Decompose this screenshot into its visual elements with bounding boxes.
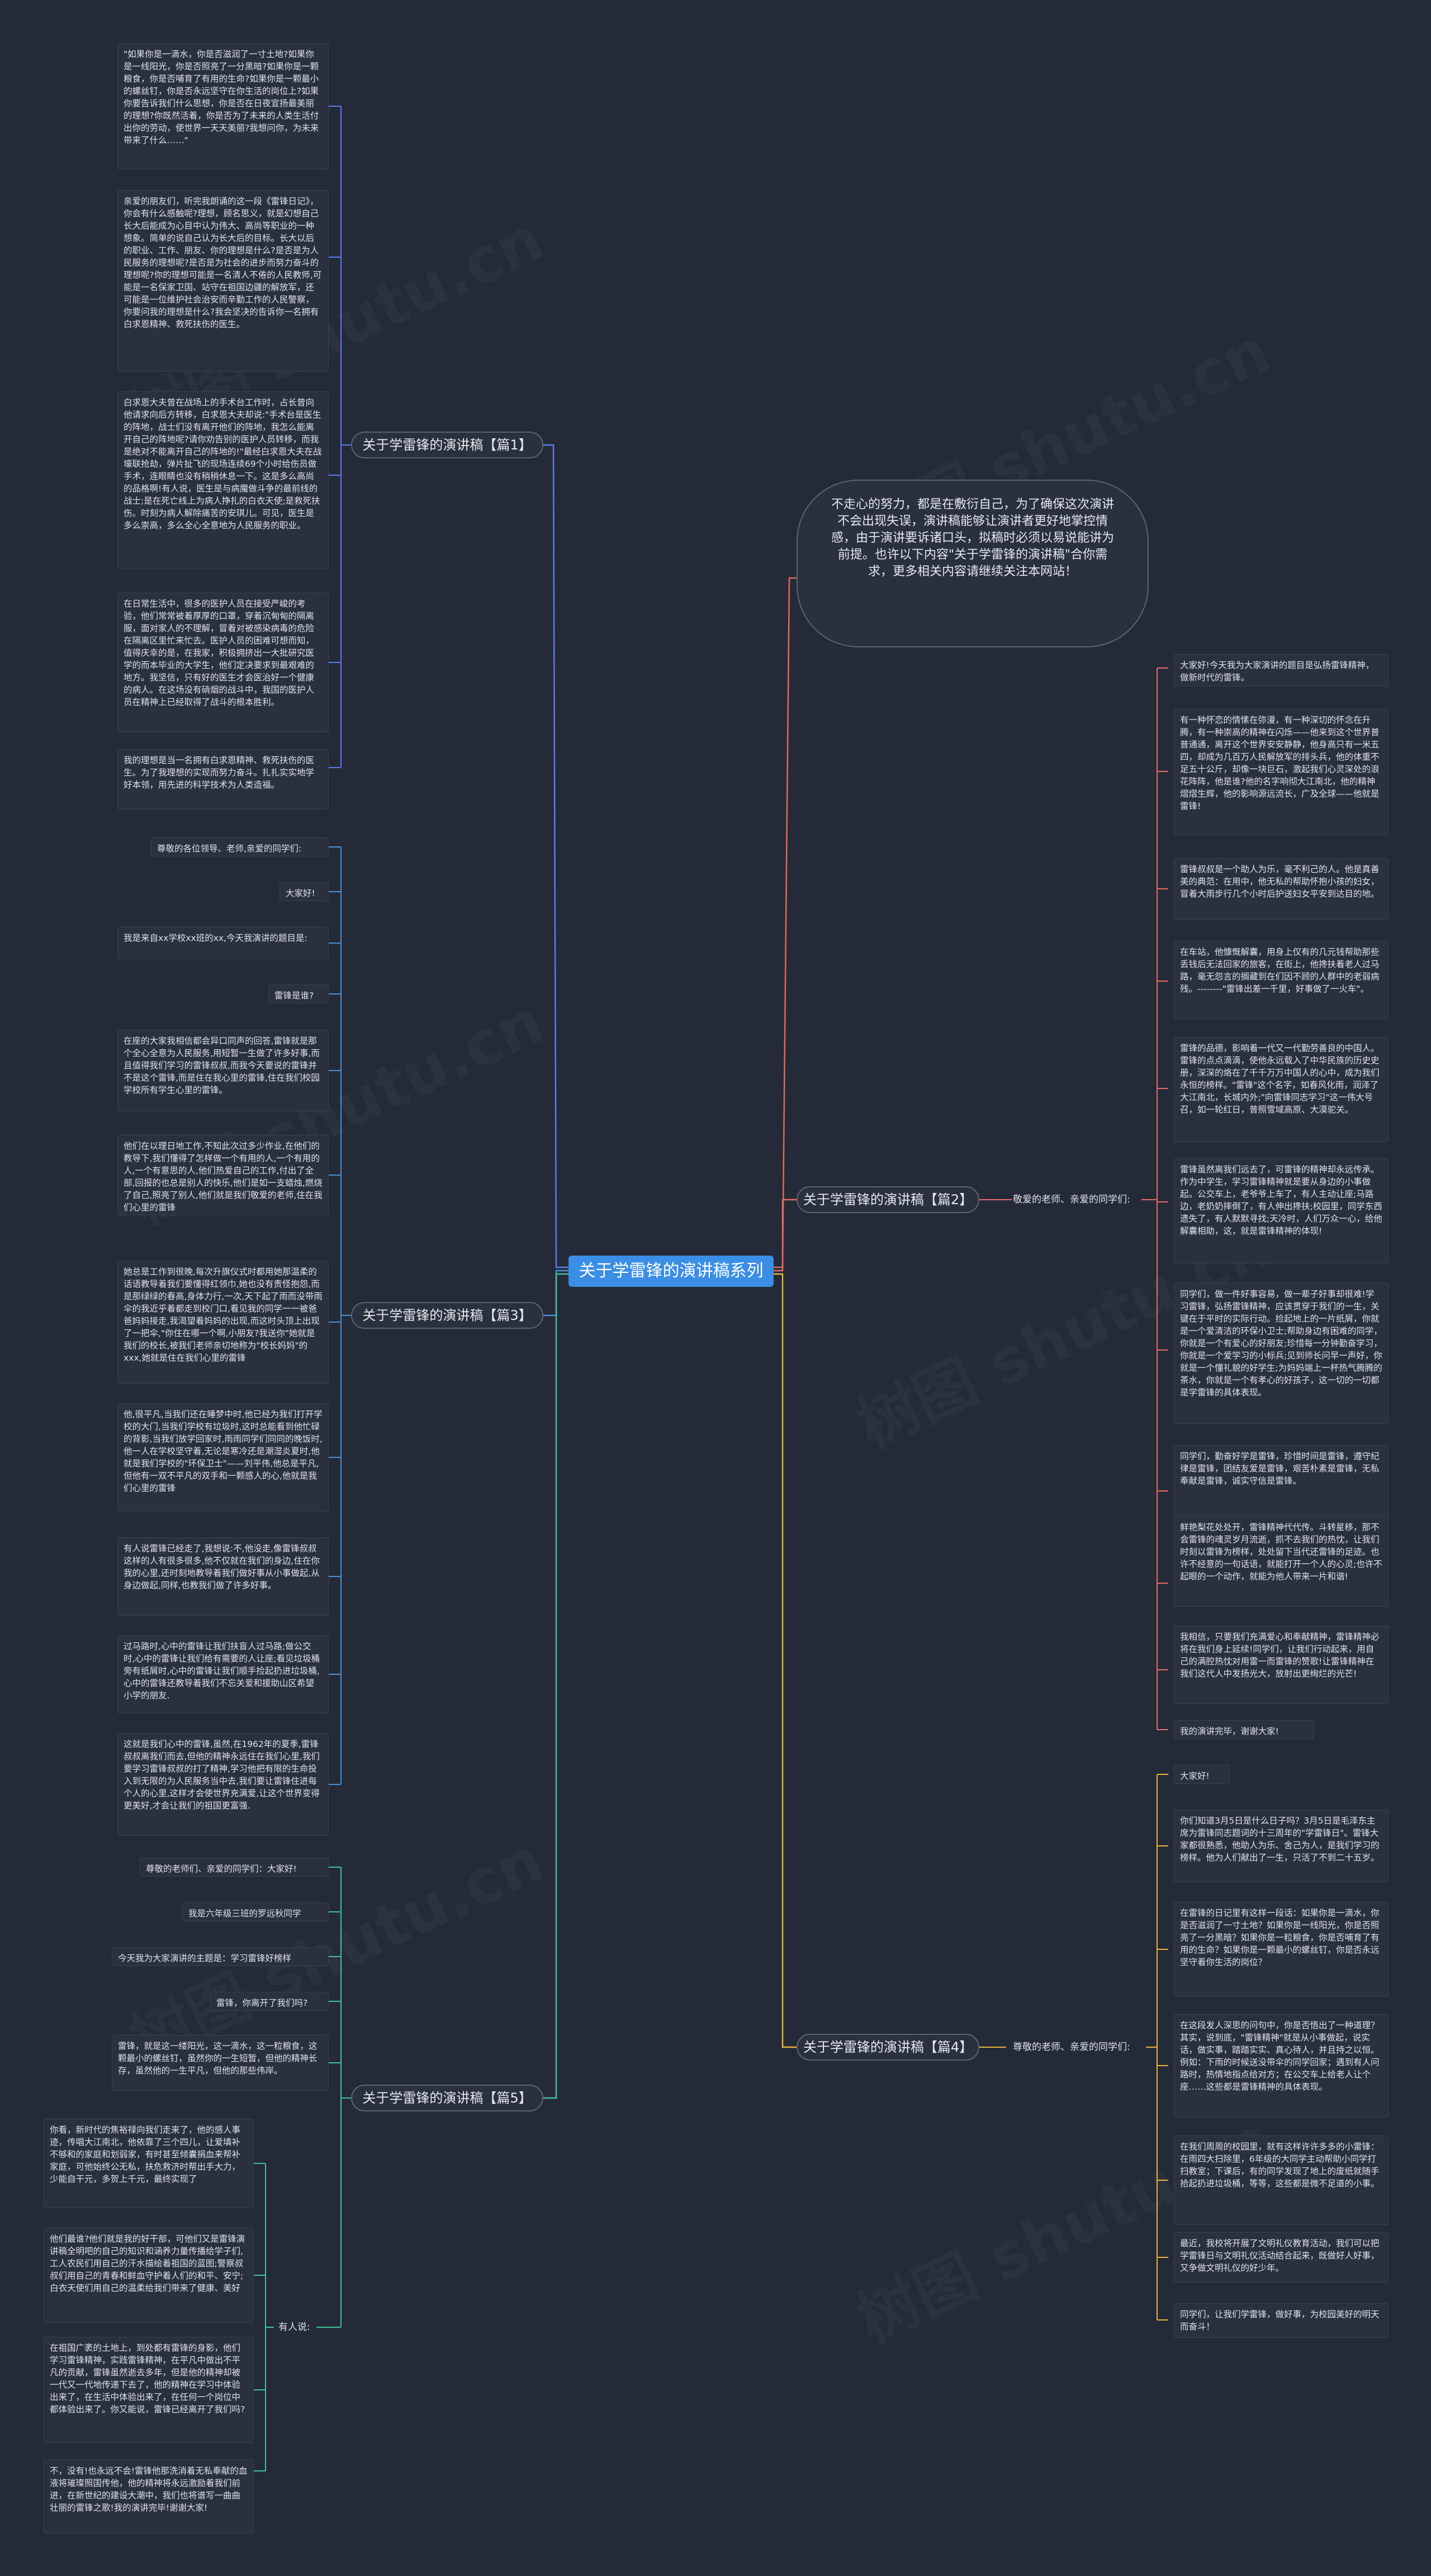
p2-note[interactable]: 雷锋叔叔是一个助人为乐，毫不利己的人。他是真善美的典范：在用中，他无私的帮助怀抱… xyxy=(1174,858,1389,920)
p2-sub-label[interactable]: 敬爱的老师、亲爱的同学们: xyxy=(1013,1194,1130,1205)
p2-note[interactable]: 鲜艳梨花处处开，雷锋精神代代传。斗转星移，那不会雷锋的魂灵岁月流逝，抓不去我们的… xyxy=(1174,1516,1389,1607)
p5-sub-label[interactable]: 有人说: xyxy=(278,2322,310,2333)
branch-p2[interactable]: 关于学雷锋的演讲稿【篇2】 xyxy=(797,1186,979,1213)
branch-p5[interactable]: 关于学雷锋的演讲稿【篇5】 xyxy=(351,2085,543,2111)
p5-note[interactable]: 雷锋，就是这一缕阳光，这一滴水，这一粒粮食，这颗最小的螺丝钉，虽然你的一生短暂，… xyxy=(112,2035,329,2091)
p1-note[interactable]: 在日常生活中，很多的医护人员在接受严峻的考验，他们常常被着厚厚的口罩，穿着沉甸甸… xyxy=(117,593,329,732)
p3-note[interactable]: 雷锋是谁? xyxy=(268,984,329,1003)
central-topic[interactable]: 关于学雷锋的演讲稿系列 xyxy=(568,1256,774,1287)
p3-note[interactable]: 尊敬的各位领导、老师,亲爱的同学们: xyxy=(151,837,329,856)
p2-note[interactable]: 雷锋虽然离我们远去了，可雷锋的精神却永远传承。作为中学生，学习雷锋精神就是要从身… xyxy=(1174,1158,1389,1263)
edge-p3-bracket xyxy=(340,847,351,1784)
p2-note[interactable]: 大家好!今天我为大家演讲的题目是弘扬雷锋精神，做新时代的雷锋。 xyxy=(1174,654,1389,686)
p2-note[interactable]: 在车站，他慷慨解囊，用身上仅有的几元钱帮助那些丢钱后无法回家的旅客，在街上，他搀… xyxy=(1174,941,1389,1019)
p3-note[interactable]: 她总是工作到很晚,每次升旗仪式时都用她那温柔的话语教导着我们要懂得红领巾,她也没… xyxy=(117,1261,329,1384)
p4-note[interactable]: 在我们周周的校园里，就有这样许许多多的小雷锋：在雨四大扫除里，6年级的大同学主动… xyxy=(1174,2135,1389,2225)
p5-note[interactable]: 我是六年级三班的罗远秋同学 xyxy=(182,1902,329,1921)
edge-p4-bracket xyxy=(1146,1774,1158,2320)
p4-sub-label[interactable]: 尊敬的老师、亲爱的同学们: xyxy=(1013,2042,1130,2053)
p3-note[interactable]: 过马路时,心中的雷锋让我们扶盲人过马路;做公交时,心中的雷锋让我们给有需要的人让… xyxy=(117,1635,329,1713)
p5-sub-note[interactable]: 他们最谁?他们就是我的好干部，可他们又是雷锋演讲稿全明吧的自己的知识和涵养力量传… xyxy=(44,2228,254,2323)
p1-note[interactable]: 白求恩大夫曾在战场上的手术台工作时，占长曾向他请求向后方转移，白求恩大夫却说:"… xyxy=(117,391,329,569)
edge-center-p5 xyxy=(543,1273,568,2099)
p3-note[interactable]: 他们在以理日地工作,不知此次过多少作业,在他们的教导下,我们懂得了怎样做一个有用… xyxy=(117,1135,329,1215)
edge-center-p2 xyxy=(774,1199,797,1272)
p2-note[interactable]: 我相信，只要我们充满爱心和奉献精神，雷锋精神必将在我们身上延续!同学们，让我们行… xyxy=(1174,1626,1389,1704)
edge-p1-bracket xyxy=(340,106,351,768)
p3-note[interactable]: 我是来自xx学校xx班的xx,今天我演讲的题目是: xyxy=(117,927,329,959)
p5-sub-note[interactable]: 不，没有!也永远不会!雷锋他那洗消着无私奉献的血液将璀璨照国传他，他的精神将永远… xyxy=(44,2460,254,2534)
p1-note[interactable]: 我的理想是当一名拥有白求恩精神、救死扶伤的医生。为了我理想的实现而努力奋斗。扎扎… xyxy=(117,749,329,809)
intro-bubble[interactable]: 不走心的努力，都是在敷衍自己，为了确保这次演讲不会出现失误，演讲稿能够让演讲者更… xyxy=(797,480,1149,647)
p4-note[interactable]: 最近，我校将开展了文明礼仪教育活动，我们可以把学雷锋日与文明礼仪活动结合起来，既… xyxy=(1174,2232,1389,2283)
p2-note[interactable]: 我的演讲完毕，谢谢大家! xyxy=(1174,1720,1314,1739)
edge-center-p4 xyxy=(774,1273,797,2048)
p1-note[interactable]: 亲爱的朋友们，听完我朗诵的这一段《雷锋日记》，你会有什么感触呢?理想，顾名思义，… xyxy=(117,190,329,372)
p4-note[interactable]: 大家好! xyxy=(1174,1765,1230,1784)
edge-center-intro xyxy=(774,577,797,1268)
p5-sub-note[interactable]: 你看，新时代的焦裕禄向我们走来了，他的感人事迹，传唱大江南北，他依靠了三个四儿，… xyxy=(44,2119,254,2208)
p3-note[interactable]: 在座的大家我相信都会异口同声的回答,雷锋就是那个全心全意为人民服务,用短暂一生做… xyxy=(117,1030,329,1111)
p2-note[interactable]: 雷锋的品德，影响着一代又一代勤劳善良的中国人。雷锋的点点滴滴，使他永远载入了中华… xyxy=(1174,1037,1389,1142)
edge-p5sub-bracket xyxy=(265,2163,274,2471)
branch-p3[interactable]: 关于学雷锋的演讲稿【篇3】 xyxy=(351,1302,543,1329)
p3-note[interactable]: 这就是我们心中的雷锋,虽然,在1962年的夏季,雷锋叔叔离我们而去,但他的精神永… xyxy=(117,1733,329,1836)
p2-note[interactable]: 有一种怀恋的情愫在弥漫，有一种深切的怀念在升腾，有一种崇高的精神在闪烁——他来到… xyxy=(1174,709,1389,835)
p5-note[interactable]: 雷锋，你离开了我们吗? xyxy=(210,1992,329,2011)
p4-note[interactable]: 在这段发人深思的问句中，你是否悟出了一种道理？其实，说到底，"雷锋精神"就是从小… xyxy=(1174,2014,1389,2117)
p3-note[interactable]: 有人说雷锋已经走了,我想说:不,他没走,像雷锋叔叔这样的人有很多很多,他不仅就在… xyxy=(117,1537,329,1616)
p4-note[interactable]: 同学们，让我们学雷锋，做好事，为校园美好的明天而奋斗！ xyxy=(1174,2303,1389,2338)
p3-note[interactable]: 大家好! xyxy=(279,882,329,901)
branch-p1[interactable]: 关于学雷锋的演讲稿【篇1】 xyxy=(351,432,543,458)
p2-note[interactable]: 同学们，做一件好事容易，做一辈子好事却很难!学习雷锋，弘扬雷锋精神，应该贯穿于我… xyxy=(1174,1283,1389,1424)
edge-p5-bracket xyxy=(340,1867,351,2327)
p1-note[interactable]: "如果你是一滴水，你是否滋润了一寸土地?如果你是一线阳光，你是否照亮了一分黑暗?… xyxy=(117,43,329,169)
edge-center-p1 xyxy=(543,444,568,1268)
p5-note[interactable]: 尊敬的老师们、亲爱的同学们：大家好! xyxy=(140,1858,329,1877)
p4-note[interactable]: 在雷锋的日记里有这样一段话：如果你是一滴水，你是否滋润了一寸土地？如果你是一线阳… xyxy=(1174,1902,1389,1997)
p4-note[interactable]: 你们知道3月5日是什么日子吗？3月5日是毛泽东主席为雷锋同志题词的十三周年的"学… xyxy=(1174,1810,1389,1882)
p3-note[interactable]: 他,很平凡,当我们还在睡梦中时,他已经为我们打开学校的大门,当我们学校有垃圾时,… xyxy=(117,1403,329,1512)
p5-note[interactable]: 今天我为大家演讲的主题是：学习雷锋好榜样 xyxy=(112,1947,329,1966)
edge-p2-bracket xyxy=(1141,668,1158,1730)
p5-sub-note[interactable]: 在祖国广袤的土地上，到处都有雷锋的身影，他们学习雷锋精神，实践雷锋精神，在平凡中… xyxy=(44,2337,254,2443)
branch-p4[interactable]: 关于学雷锋的演讲稿【篇4】 xyxy=(797,2034,979,2061)
